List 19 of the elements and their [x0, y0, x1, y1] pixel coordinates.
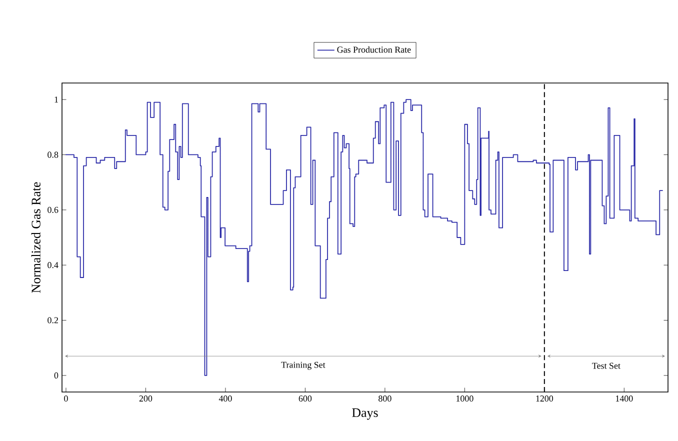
x-tick-label: 400 [218, 396, 232, 402]
y-tick-label: 0.4 [48, 262, 58, 268]
y-tick-label: 1 [54, 96, 58, 103]
y-axis-title: Normalized Gas Rate [31, 182, 40, 293]
annotation: Training Set [281, 362, 326, 370]
y-tick-label: 0.8 [48, 152, 58, 158]
legend-label: Gas Production Rate [337, 46, 411, 53]
x-tick-label: 0 [64, 396, 68, 402]
y-tick-label: 0.2 [48, 317, 58, 324]
y-tick-label: 0.6 [48, 206, 58, 213]
x-tick-label: 1000 [456, 396, 474, 402]
y-tick-label: 0 [54, 372, 58, 378]
x-tick-label: 1400 [616, 396, 633, 402]
x-tick-label: 200 [139, 396, 152, 402]
annotation: Test Set [592, 362, 620, 369]
x-tick-label: 600 [298, 396, 312, 402]
x-axis-title: Days [352, 408, 378, 420]
x-tick-label: 1200 [536, 396, 554, 402]
x-tick-label: 800 [378, 396, 392, 402]
